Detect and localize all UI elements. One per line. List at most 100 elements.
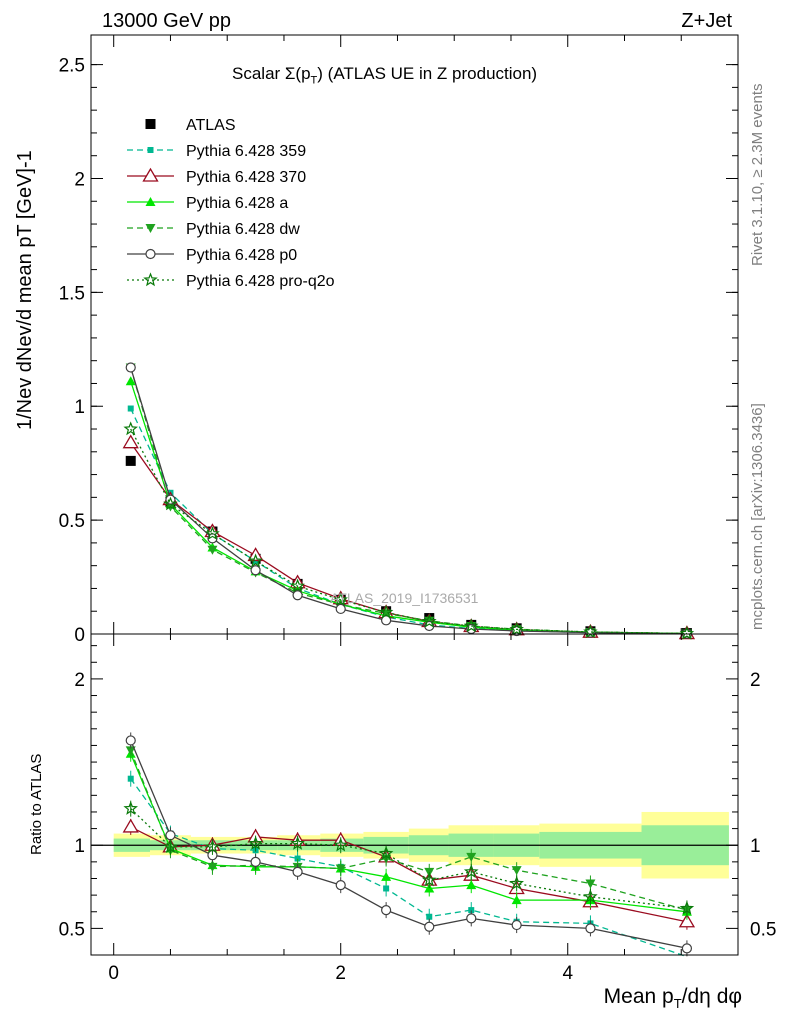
ratio-point-pythia-6-428-dw: [335, 864, 346, 874]
legend-entry-atlas: ATLAS: [145, 117, 236, 134]
point-pythia-6-428-pro-q2o: [463, 618, 479, 633]
line-pythia-6-428-dw: [130, 367, 687, 635]
ratio-point-pythia-6-428-pro-q2o: [583, 889, 598, 903]
point-pythia-6-428-pro-q2o: [583, 624, 598, 639]
point-pythia-6-428-370: [122, 434, 139, 449]
upper-y-tick-label: 0: [74, 625, 85, 646]
ratio-point-pythia-6-428-pro-q2o: [421, 872, 437, 887]
title-main: Scalar Σ(p: [232, 64, 311, 83]
ratio-point-pythia-6-428-p0: [424, 921, 435, 932]
ratio-point-pythia-6-428-pro-q2o: [509, 875, 524, 890]
ratio-point-pythia-6-428-p0: [511, 919, 522, 931]
lower-frame: [90, 633, 739, 956]
point-pythia-6-428-p0: [335, 603, 346, 615]
ratio-point-pythia-6-428-pro-q2o: [163, 839, 178, 854]
lower-y-tick-label-right: 2: [750, 670, 761, 691]
lower-y-tick-label: 2: [74, 670, 85, 691]
line-pythia-6-428-pro-q2o: [130, 428, 687, 635]
ratio-point-pythia-6-428-pro-q2o: [463, 864, 479, 879]
ratio-point-pythia-6-428-dw: [207, 862, 218, 872]
ratio-point-pythia-6-428-dw: [125, 746, 136, 756]
legend-entry-pythia-6-428-pro-q2o: Pythia 6.428 pro-q2o: [127, 272, 335, 290]
lower-y-tick-label-right: 1: [750, 836, 761, 857]
legend-entry-pythia-6-428-p0: Pythia 6.428 p0: [127, 247, 297, 264]
point-pythia-6-428-pro-q2o: [123, 421, 138, 436]
ratio-line-pythia-6-428-370: [130, 826, 688, 923]
ratio-point-pythia-6-428-p0: [335, 880, 346, 891]
lower-y-tick-label-right: 0.5: [750, 919, 776, 940]
line-pythia-6-428-p0: [130, 367, 687, 635]
legend-entry-pythia-6-428-370: Pythia 6.428 370: [127, 167, 306, 186]
ratio-point-pythia-6-428-pro-q2o: [205, 839, 220, 854]
point-pythia-6-428-pro-q2o: [163, 496, 178, 511]
upper-y-tick-label: 2: [74, 169, 85, 190]
lower-y-tick-label: 0.5: [59, 919, 85, 940]
ratio-series-pythia-6-428-pro-q2o: [123, 800, 695, 917]
point-pythia-6-428-pro-q2o: [205, 526, 220, 540]
legend-entry-pythia-6-428-a: Pythia 6.428 a: [127, 195, 288, 212]
legend-entry-pythia-6-428-dw: Pythia 6.428 dw: [127, 221, 300, 238]
ratio-point-pythia-6-428-pro-q2o: [290, 835, 305, 850]
energy-label: 13000 GeV pp: [102, 10, 231, 32]
ratio-point-pythia-6-428-dw: [511, 866, 522, 876]
ratio-line-pythia-6-428-pro-q2o: [130, 808, 687, 910]
ratio-point-pythia-6-428-p0: [165, 830, 176, 841]
legend-marker-pythia-6-428-dw: [145, 224, 156, 233]
lower-y-axis-label: Ratio to ATLAS: [28, 753, 45, 855]
ratio-point-pythia-6-428-359: [294, 855, 301, 862]
upper-y-tick-label: 2.5: [59, 56, 85, 77]
x-label-a: Mean p: [603, 985, 674, 1008]
mcplots-label: mcplots.cern.ch [arXiv:1306.3436]: [749, 403, 766, 630]
ratio-point-pythia-6-428-359: [468, 907, 475, 914]
ratio-point-pythia-6-428-359: [426, 913, 433, 920]
ratio-point-pythia-6-428-pro-q2o: [679, 900, 695, 915]
ratio-point-pythia-6-428-p0: [292, 866, 303, 877]
legend-marker-pythia-6-428-p0: [145, 248, 156, 260]
point-pythia-6-428-pro-q2o: [290, 578, 305, 593]
legend-marker-pythia-6-428-pro-q2o: [143, 272, 158, 287]
rivet-version-label: Rivet 3.1.10, ≥ 2.3M events: [749, 83, 766, 267]
ratio-point-pythia-6-428-359: [127, 775, 134, 782]
ratio-point-pythia-6-428-pro-q2o: [333, 837, 348, 852]
legend-label-pythia-6-428-pro-q2o: Pythia 6.428 pro-q2o: [186, 273, 335, 290]
lower-y-tick-label: 1: [74, 836, 85, 857]
ratio-point-pythia-6-428-p0: [466, 913, 477, 924]
legend-label-pythia-6-428-359: Pythia 6.428 359: [186, 143, 306, 160]
point-pythia-6-428-pro-q2o: [333, 592, 348, 607]
point-pythia-6-428-pro-q2o: [679, 625, 695, 640]
point-pythia-6-428-dw: [207, 545, 218, 555]
analysis-watermark: ATLAS_2019_I1736531: [330, 590, 479, 606]
point-pythia-6-428-pro-q2o: [509, 621, 524, 636]
point-pythia-6-428-pro-q2o: [421, 613, 437, 628]
ratio-line-pythia-6-428-p0: [130, 740, 688, 949]
ratio-point-pythia-6-428-a: [466, 880, 477, 890]
ratio-panel: 0.5 0.5 1 1 2 2 0 2 4: [59, 633, 776, 984]
upper-y-tick-label: 1: [74, 397, 85, 418]
ratio-point-pythia-6-428-370: [678, 913, 696, 928]
x-tick-label: 4: [562, 963, 573, 984]
x-tick-label: 2: [335, 963, 346, 984]
x-label-sub: T: [673, 996, 682, 1012]
point-pythia-6-428-359: [127, 405, 134, 412]
point-atlas: [125, 455, 136, 466]
ratio-point-pythia-6-428-a: [381, 871, 392, 881]
x-axis-label: Mean pT/dη dφ: [604, 985, 742, 1011]
legend: ATLAS Pythia 6.428 359 Pythia 6.428 370 Pyt…: [127, 117, 335, 290]
legend-entry-pythia-6-428-359: Pythia 6.428 359: [127, 143, 306, 160]
point-pythia-6-428-p0: [125, 362, 136, 373]
point-pythia-6-428-p0: [381, 615, 392, 626]
legend-label-pythia-6-428-a: Pythia 6.428 a: [186, 195, 288, 212]
x-label-b: /dη dφ: [681, 985, 742, 1008]
series-pythia-6-428-pro-q2o: [123, 421, 695, 640]
legend-marker-pythia-6-428-370: [142, 167, 159, 182]
chart-title: Scalar Σ(pT) (ATLAS UE in Z production): [232, 64, 537, 86]
legend-label-atlas: ATLAS: [186, 117, 236, 134]
point-pythia-6-428-359: [252, 558, 259, 565]
ratio-point-pythia-6-428-pro-q2o: [123, 800, 138, 815]
ratio-point-pythia-6-428-p0: [250, 856, 261, 867]
ratio-series-pythia-6-428-p0: [125, 732, 693, 957]
point-pythia-6-428-pro-q2o: [378, 604, 394, 619]
legend-marker-atlas: [145, 119, 156, 129]
x-tick-label: 0: [108, 963, 119, 984]
